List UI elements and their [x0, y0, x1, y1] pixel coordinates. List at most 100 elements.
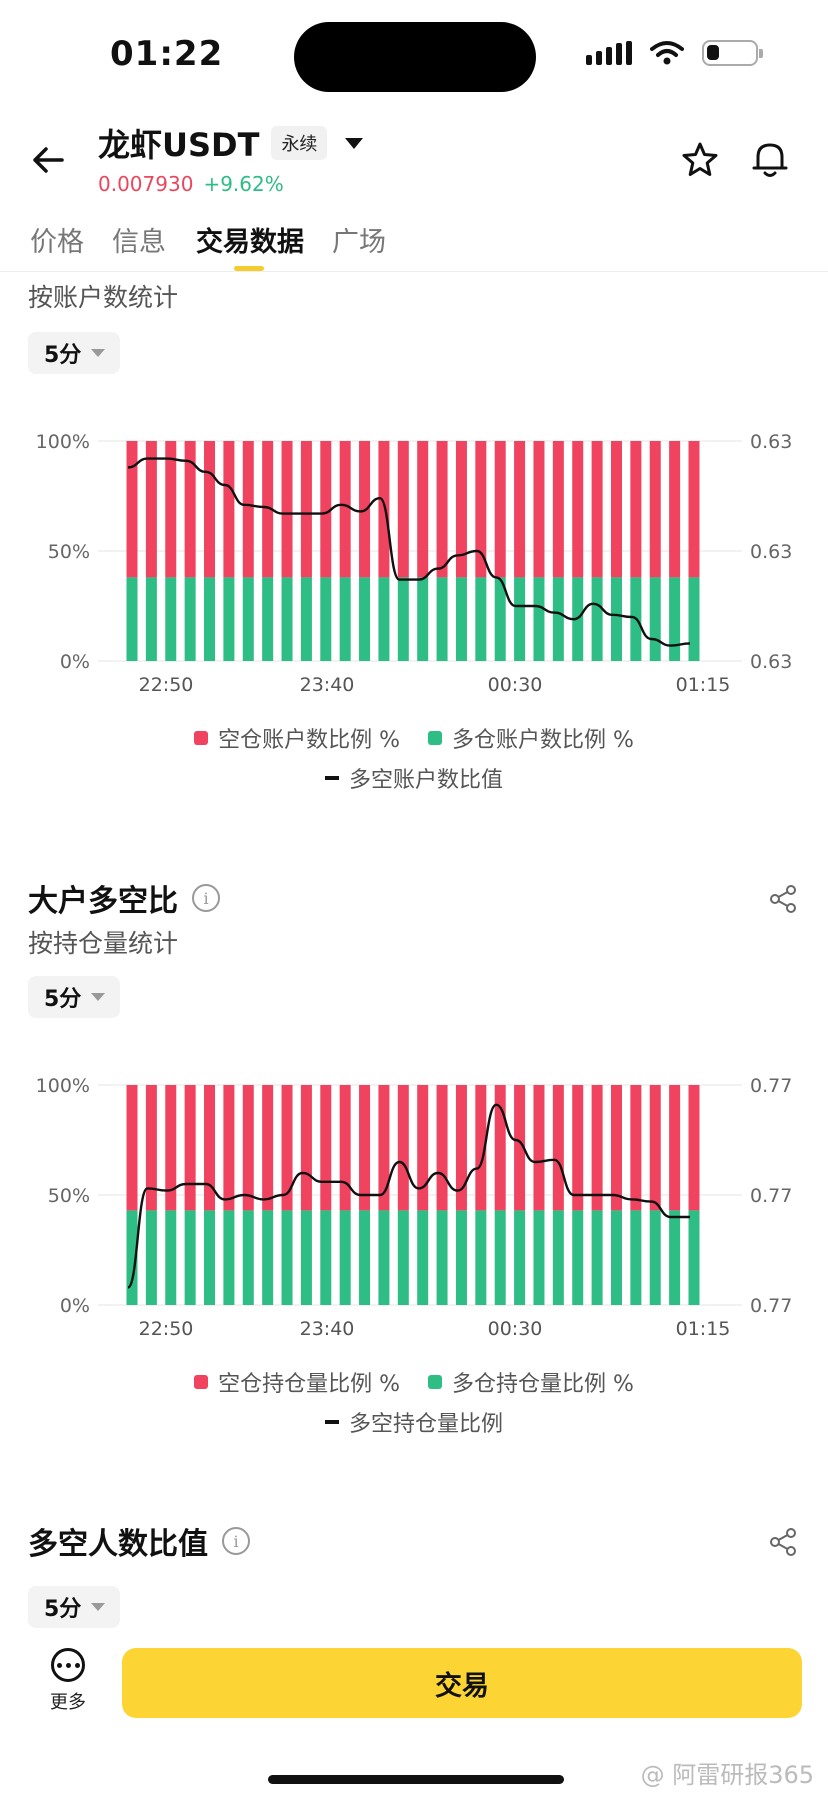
bar-long [610, 1210, 622, 1305]
bar-long [223, 577, 235, 661]
section2-title: 大户多空比 i [28, 876, 220, 920]
x-tick: 01:15 [676, 1318, 731, 1340]
bar-short [145, 1085, 157, 1211]
y-left-tick: 50% [48, 1185, 90, 1207]
symbol-selector[interactable]: 龙虾USDT 永续 [98, 120, 364, 166]
share-icon[interactable] [768, 1527, 798, 1557]
bar-long [514, 577, 526, 661]
bar-short [417, 1085, 429, 1211]
account-ratio-chart: 0% 50% 100% 0.63 0.63 0.63 22:50 23:40 00:30 01:1… [36, 431, 793, 696]
bar-short [572, 441, 584, 578]
bar-long [514, 1210, 526, 1305]
bar-short [455, 1085, 467, 1211]
bar-short [126, 1085, 138, 1211]
bar-long [591, 577, 603, 661]
bar-long [262, 1210, 274, 1305]
bar-long [281, 577, 293, 661]
bar-long [494, 577, 506, 661]
home-indicator[interactable] [268, 1775, 564, 1784]
bar-long [126, 1210, 138, 1305]
legend-label: 多仓持仓量比例 % [452, 1372, 634, 1397]
header: 龙虾USDT 永续 0.007930 +9.62% [0, 110, 828, 210]
ratio-line [127, 457, 691, 647]
bar-long [417, 577, 429, 661]
y-right-tick: 0.77 [750, 1185, 792, 1207]
bar-short [262, 441, 274, 578]
more-button[interactable]: 更多 [44, 1648, 92, 1714]
legend-item-short[interactable]: 空仓持仓量比例 % [194, 1366, 400, 1398]
bar-short [300, 1085, 312, 1211]
legend-swatch-short [194, 731, 209, 745]
price-change: +9.62% [203, 172, 284, 196]
tab-price[interactable]: 价格 [30, 227, 84, 258]
section3-title: 多空人数比值 i [28, 1519, 250, 1563]
bar-short [494, 1085, 506, 1211]
tab-info[interactable]: 信息 [112, 227, 166, 258]
legend-label: 空仓持仓量比例 % [218, 1372, 400, 1397]
tab-trading-data[interactable]: 交易数据 [196, 227, 304, 258]
bar-long [533, 577, 545, 661]
dynamic-island [294, 22, 536, 92]
interval-selector-2[interactable]: 5分 [28, 976, 120, 1018]
legend-item-ratio[interactable]: 多空账户数比值 [324, 762, 503, 794]
perpetual-badge: 永续 [271, 126, 328, 160]
bar-long [204, 577, 216, 661]
interval-label: 5分 [44, 1597, 82, 1622]
bar-long [126, 577, 138, 661]
interval-selector-1[interactable]: 5分 [28, 332, 120, 374]
y-left-tick: 100% [36, 431, 90, 453]
bar-short [591, 1085, 603, 1211]
bar-long [223, 1210, 235, 1305]
legend-item-short[interactable]: 空仓账户数比例 % [194, 722, 400, 754]
cellular-signal-icon [586, 41, 632, 65]
bar-short [145, 441, 157, 578]
share-icon[interactable] [768, 884, 798, 914]
bar-long [378, 577, 390, 661]
legend-swatch-short [194, 1375, 209, 1389]
bar-short [630, 441, 642, 578]
bar-short [223, 441, 235, 578]
bar-long [630, 1210, 642, 1305]
bar-short [184, 441, 196, 578]
ratio-line [126, 1103, 690, 1289]
bar-long [184, 1210, 196, 1305]
back-arrow-icon[interactable] [28, 140, 68, 180]
legend-label: 空仓账户数比例 % [218, 728, 400, 753]
section1-subtitle: 按账户数统计 [28, 283, 179, 312]
bar-long [475, 577, 487, 661]
bar-long [397, 1210, 409, 1305]
bar-short [649, 1085, 661, 1211]
bar-long [339, 1210, 351, 1305]
bar-short [242, 1085, 254, 1211]
bar-short [552, 1085, 564, 1211]
bar-long [145, 1210, 157, 1305]
legend-item-long[interactable]: 多仓持仓量比例 % [428, 1366, 634, 1398]
y-right-tick: 0.63 [750, 651, 792, 673]
info-icon[interactable]: i [192, 884, 220, 912]
trade-button[interactable]: 交易 [122, 1648, 802, 1718]
x-tick: 22:50 [139, 1318, 194, 1340]
info-icon[interactable]: i [222, 1527, 250, 1555]
interval-label: 5分 [44, 343, 82, 368]
tab-square[interactable]: 广场 [332, 227, 386, 258]
bar-short [126, 441, 138, 578]
bar-short [223, 1085, 235, 1211]
bar-long [436, 577, 448, 661]
last-price: 0.007930 [98, 172, 194, 196]
bar-short [281, 441, 293, 578]
bar-long [591, 1210, 603, 1305]
bar-long [688, 577, 700, 661]
bar-short [649, 441, 661, 578]
bar-long [165, 577, 177, 661]
legend-item-long[interactable]: 多仓账户数比例 % [428, 722, 634, 754]
bar-long [281, 1210, 293, 1305]
legend-item-ratio[interactable]: 多空持仓量比例 [324, 1406, 503, 1438]
bar-long [242, 577, 254, 661]
interval-selector-3[interactable]: 5分 [28, 1586, 120, 1628]
y-left-tick: 100% [36, 1075, 90, 1097]
bell-icon[interactable] [750, 138, 790, 180]
section2-title-text: 大户多空比 [28, 884, 178, 919]
bar-short [494, 441, 506, 578]
star-icon[interactable] [680, 140, 720, 180]
bar-short [591, 441, 603, 578]
